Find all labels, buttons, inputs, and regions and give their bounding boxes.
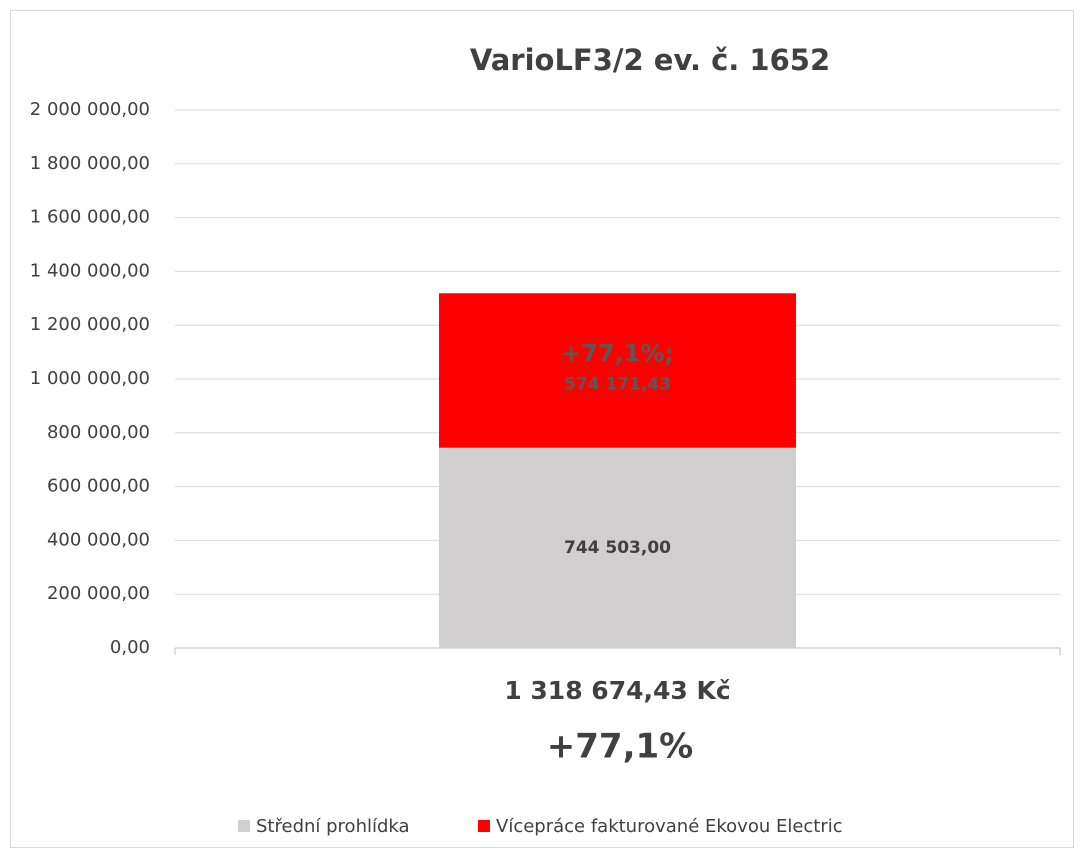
bar-segment (439, 447, 796, 648)
y-tick-label: 1 600 000,00 (30, 207, 150, 228)
legend-swatch (238, 820, 250, 832)
y-tick-label: 800 000,00 (47, 422, 150, 443)
y-tick-label: 400 000,00 (47, 529, 150, 550)
y-tick-label: 0,00 (110, 637, 150, 658)
legend-label: Vícepráce fakturované Ekovou Electric (496, 816, 843, 837)
y-tick-label: 1 800 000,00 (30, 153, 150, 174)
y-tick-label: 1 000 000,00 (30, 368, 150, 389)
legend-label: Střední prohlídka (256, 816, 410, 837)
x-tick-label: 1 318 674,43 Kč (504, 676, 730, 705)
value-label: 744 503,00 (564, 538, 671, 558)
annotation: +77,1% (547, 727, 693, 767)
y-tick-label: 600 000,00 (47, 476, 150, 497)
percent-label: +77,1%; (561, 340, 674, 368)
y-tick-label: 1 400 000,00 (30, 260, 150, 281)
bar-segment (439, 293, 796, 448)
y-tick-label: 200 000,00 (47, 583, 150, 604)
value-label: 574 171,43 (564, 375, 671, 395)
chart-title: VarioLF3/2 ev. č. 1652 (470, 43, 830, 77)
y-tick-label: 2 000 000,00 (30, 99, 150, 120)
y-tick-label: 1 200 000,00 (30, 314, 150, 335)
legend-swatch (478, 820, 490, 832)
